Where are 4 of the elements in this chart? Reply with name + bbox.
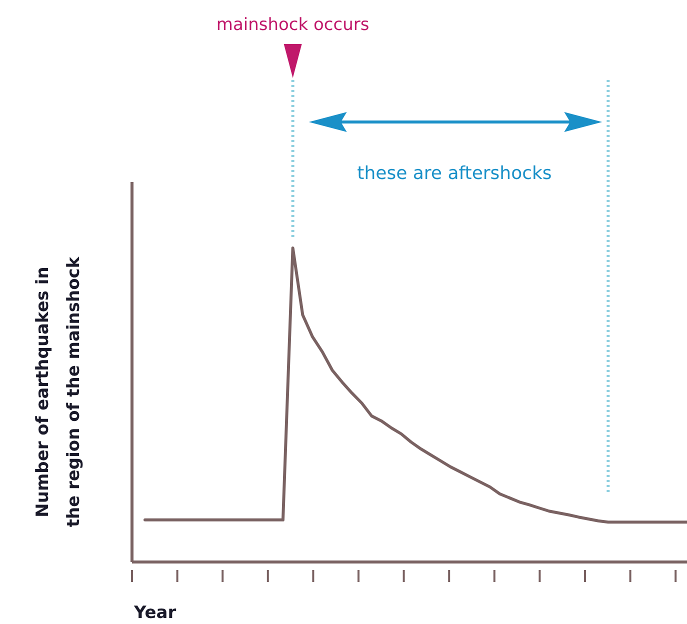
x-axis-title: Year xyxy=(133,603,177,623)
text: these are aftershocks xyxy=(357,163,552,184)
text: mainshock occurs xyxy=(216,15,370,35)
y-axis-title: Number of earthquakes in the region of the mainshock xyxy=(33,256,84,528)
